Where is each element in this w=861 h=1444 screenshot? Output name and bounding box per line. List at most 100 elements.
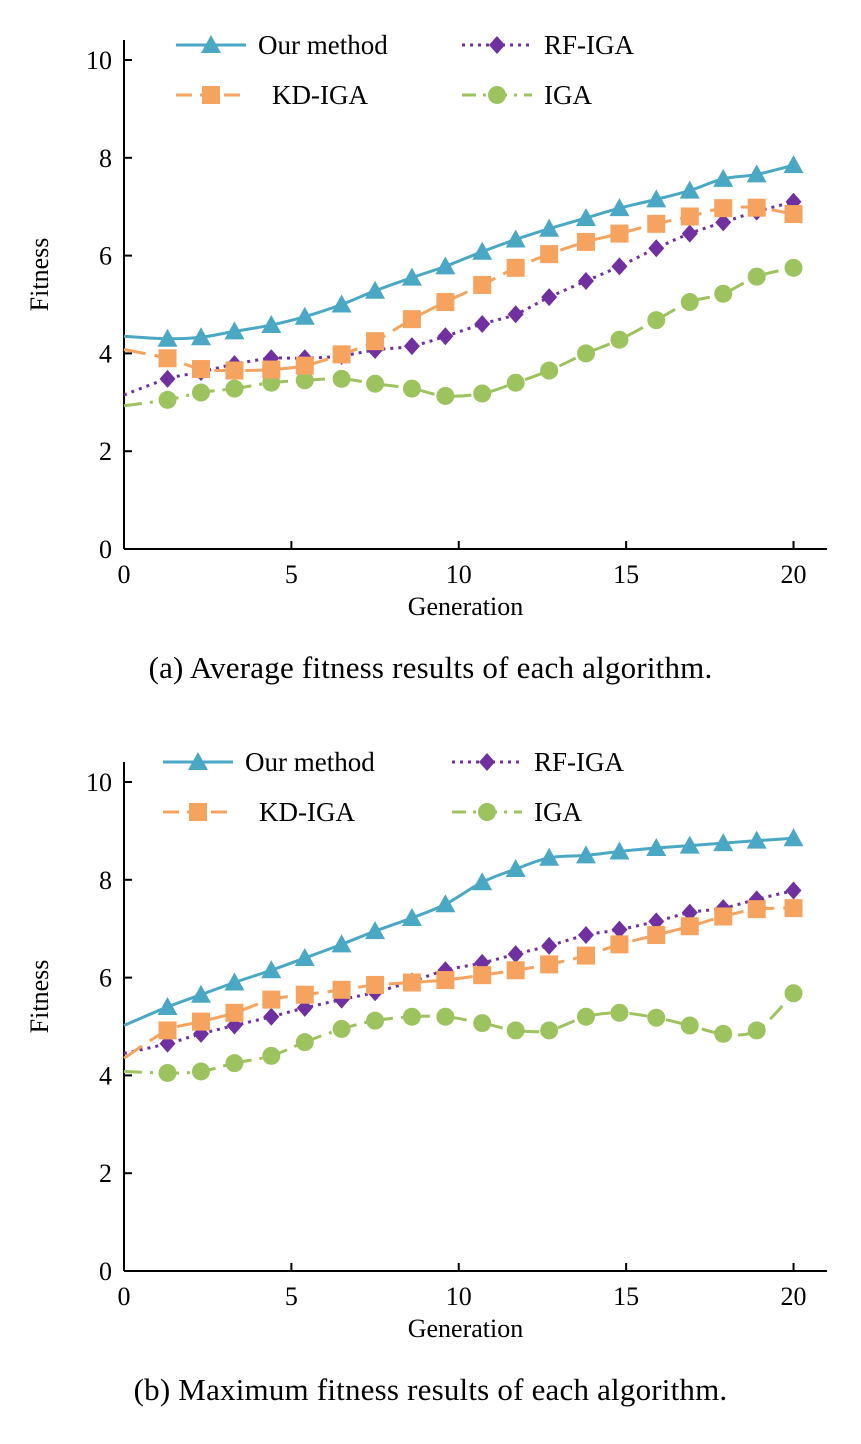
data-point-rf-iga bbox=[577, 272, 594, 291]
legend-entry-our-method: Our method bbox=[176, 30, 388, 60]
legend-label: Our method bbox=[245, 747, 375, 777]
data-point-our-method bbox=[679, 835, 700, 854]
data-point-rf-iga bbox=[226, 1016, 243, 1035]
data-point-rf-iga bbox=[474, 315, 491, 334]
data-point-our-method bbox=[157, 328, 178, 347]
data-point-rf-iga bbox=[611, 257, 628, 276]
data-point-rf-iga bbox=[159, 369, 176, 388]
data-point-kd-iga bbox=[332, 345, 351, 364]
x-tick-label-a: 0 bbox=[118, 560, 131, 589]
data-point-rf-iga bbox=[577, 926, 594, 945]
y-tick-label-b: 8 bbox=[99, 866, 112, 895]
data-point-our-method bbox=[713, 168, 734, 187]
data-point-rf-iga bbox=[681, 903, 698, 922]
data-point-iga bbox=[540, 1021, 559, 1040]
legend-entry-kd-iga: KD-IGA bbox=[163, 797, 355, 827]
data-point-iga bbox=[680, 293, 699, 312]
data-point-our-method bbox=[365, 280, 386, 299]
data-point-our-method bbox=[505, 859, 526, 878]
data-point-our-method bbox=[609, 841, 630, 860]
legend-label: RF-IGA bbox=[534, 747, 625, 777]
y-tick-label-a: 2 bbox=[99, 437, 112, 466]
data-point-rf-iga bbox=[681, 224, 698, 243]
chart-a: 0 2 4 6 8 10 0 5 10 15 20 Generation Fitness Our meth… bbox=[25, 30, 827, 621]
data-point-our-method bbox=[472, 241, 493, 260]
data-point-kd-iga bbox=[295, 356, 314, 375]
data-point-iga bbox=[714, 1024, 733, 1043]
chart-b: 0 2 4 6 8 10 0 5 10 15 20 Generation Fitness Our meth… bbox=[25, 747, 827, 1343]
legend-entry-iga: IGA bbox=[462, 80, 592, 110]
legend-marker bbox=[488, 86, 506, 104]
data-point-our-method bbox=[783, 155, 804, 174]
data-point-kd-iga bbox=[714, 907, 733, 926]
caption-a: (a) Average fitness results of each algo… bbox=[148, 650, 713, 685]
data-point-rf-iga bbox=[437, 327, 454, 346]
data-point-our-method bbox=[190, 984, 211, 1003]
data-point-our-method bbox=[783, 828, 804, 847]
data-point-our-method bbox=[575, 207, 596, 226]
data-point-our-method bbox=[539, 218, 560, 237]
series-iga-a bbox=[123, 258, 803, 409]
data-point-our-method bbox=[190, 327, 211, 346]
series-line-iga bbox=[123, 266, 794, 408]
chart-panel-a: 0 2 4 6 8 10 0 5 10 15 20 Generation Fitness Our meth… bbox=[25, 30, 827, 685]
data-point-rf-iga bbox=[541, 288, 558, 307]
data-point-iga bbox=[225, 1054, 244, 1073]
legend-entry-rf-iga: RF-IGA bbox=[462, 30, 635, 60]
data-point-iga bbox=[473, 384, 492, 403]
data-point-iga bbox=[747, 1021, 766, 1040]
y-axis-label-b: Fitness bbox=[25, 960, 54, 1034]
data-point-rf-iga bbox=[507, 305, 524, 324]
data-point-iga bbox=[402, 1007, 421, 1026]
data-point-iga bbox=[610, 330, 629, 349]
x-tick-label-a: 5 bbox=[285, 560, 298, 589]
data-point-kd-iga bbox=[647, 926, 666, 945]
data-point-kd-iga bbox=[191, 360, 210, 379]
data-point-iga bbox=[576, 1007, 595, 1026]
data-point-our-method bbox=[609, 198, 630, 217]
series-our-method-a bbox=[123, 155, 804, 347]
data-point-kd-iga bbox=[506, 961, 525, 980]
y-tick-label-a: 4 bbox=[99, 339, 112, 368]
x-tick-label-a: 10 bbox=[446, 560, 472, 589]
data-point-iga bbox=[158, 390, 177, 409]
x-axis-label-b: Generation bbox=[408, 1314, 524, 1343]
data-point-kd-iga bbox=[436, 971, 455, 990]
series-iga-b bbox=[123, 984, 803, 1082]
data-point-our-method bbox=[575, 845, 596, 864]
data-point-rf-iga bbox=[541, 936, 558, 955]
data-point-iga bbox=[576, 344, 595, 363]
data-point-kd-iga bbox=[366, 332, 385, 351]
data-point-iga bbox=[295, 1033, 314, 1052]
data-point-kd-iga bbox=[680, 207, 699, 226]
data-point-kd-iga bbox=[610, 224, 629, 243]
data-point-kd-iga bbox=[784, 205, 803, 224]
data-point-rf-iga bbox=[648, 912, 665, 931]
x-tick-label-b: 5 bbox=[285, 1282, 298, 1311]
data-point-kd-iga bbox=[158, 349, 177, 368]
data-point-kd-iga bbox=[506, 258, 525, 277]
y-tick-label-b: 2 bbox=[99, 1159, 112, 1188]
legend-marker bbox=[202, 86, 220, 104]
data-point-rf-iga bbox=[611, 920, 628, 939]
series-kd-iga-a bbox=[123, 198, 803, 380]
legend-marker bbox=[479, 753, 495, 771]
data-point-our-method bbox=[539, 847, 560, 866]
data-point-kd-iga bbox=[714, 199, 733, 218]
data-point-iga bbox=[158, 1063, 177, 1082]
data-point-rf-iga bbox=[263, 1007, 280, 1026]
data-point-iga bbox=[784, 258, 803, 277]
data-point-iga bbox=[540, 361, 559, 380]
data-point-our-method bbox=[261, 960, 282, 979]
y-tick-label-b: 0 bbox=[99, 1257, 112, 1286]
data-point-our-method bbox=[505, 229, 526, 248]
data-point-iga bbox=[506, 373, 525, 392]
data-point-kd-iga bbox=[610, 935, 629, 954]
caption-b: (b) Maximum fitness results of each algo… bbox=[133, 1372, 728, 1407]
data-point-rf-iga bbox=[296, 998, 313, 1017]
series-rf-iga-b bbox=[123, 881, 802, 1055]
data-point-iga bbox=[647, 311, 666, 330]
data-point-rf-iga bbox=[785, 881, 802, 900]
x-axis-label-a: Generation bbox=[408, 592, 524, 621]
data-point-our-method bbox=[294, 948, 315, 967]
